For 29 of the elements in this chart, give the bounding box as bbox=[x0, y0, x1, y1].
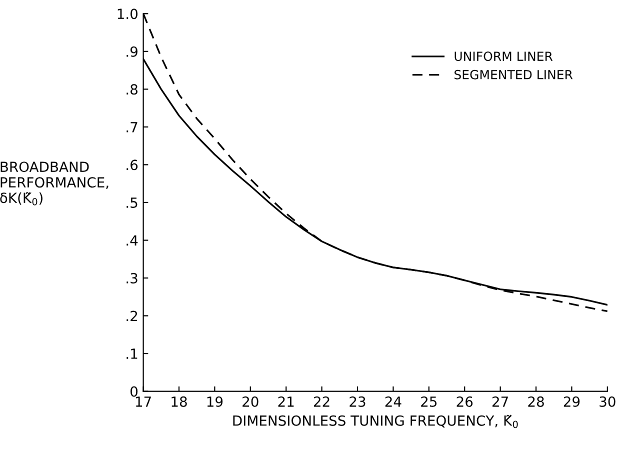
x-tick-label: 18 bbox=[172, 396, 187, 407]
x-tick-label: 17 bbox=[136, 396, 151, 407]
y-tick-label: .1 bbox=[126, 348, 138, 359]
x-tick-label: 28 bbox=[528, 396, 544, 407]
x-tick-label: 22 bbox=[314, 396, 330, 407]
y-tick-label: .8 bbox=[126, 84, 138, 95]
y-axis-title: BROADBAND PERFORMANCE, δK(K̃$_{0}$) bbox=[0, 162, 108, 206]
x-tick-label: 27 bbox=[492, 396, 508, 407]
legend-label: SEGMENTED LINER bbox=[454, 70, 573, 80]
y-tick-label: .7 bbox=[126, 122, 138, 132]
y-tick-label: .5 bbox=[126, 198, 138, 208]
x-tick-label: 26 bbox=[456, 396, 473, 407]
x-tick-label: 19 bbox=[207, 396, 223, 407]
y-tick-label: .4 bbox=[126, 235, 138, 246]
y-tick-label: .3 bbox=[126, 272, 138, 284]
y-tick-label: .2 bbox=[126, 310, 138, 322]
y-tick-label: 1.0 bbox=[118, 8, 138, 20]
x-tick-label: 30 bbox=[600, 396, 616, 407]
legend-label: UNIFORM LINER bbox=[454, 52, 553, 62]
x-tick-label: 29 bbox=[564, 396, 580, 407]
y-tick-label: 0 bbox=[130, 386, 138, 397]
x-tick-label: 20 bbox=[242, 396, 258, 407]
y-tick-label: .9 bbox=[126, 46, 138, 57]
x-tick-label: 21 bbox=[278, 396, 294, 407]
x-axis-title: DIMENSIONLESS TUNING FREQUENCY, K̃$_{0}$ bbox=[233, 414, 518, 428]
x-tick-label: 24 bbox=[385, 396, 402, 407]
x-tick-label: 23 bbox=[350, 396, 366, 407]
x-tick-label: 25 bbox=[421, 396, 437, 407]
y-tick-label: .6 bbox=[126, 160, 138, 170]
